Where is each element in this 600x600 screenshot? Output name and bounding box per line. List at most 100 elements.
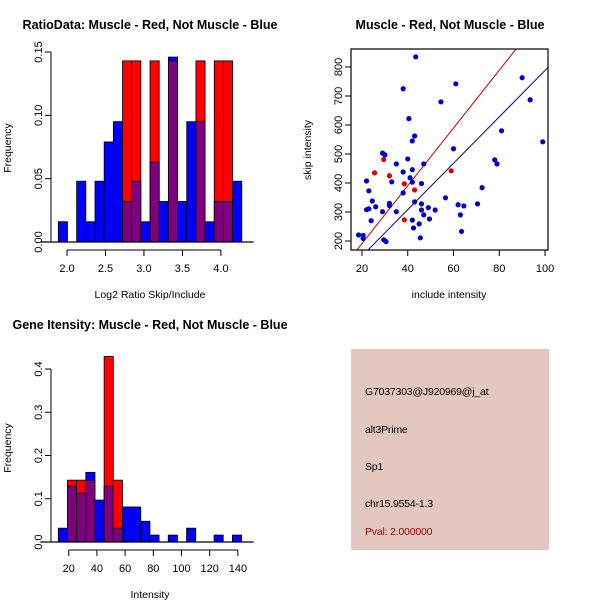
scatter-point-not-muscle: [417, 235, 423, 241]
scatter-point-not-muscle: [368, 218, 374, 224]
scatter-xlabel: include intensity: [412, 289, 487, 301]
scatter-point-muscle: [381, 156, 387, 163]
scatter-point-not-muscle: [455, 202, 461, 208]
y-tick-label: 0.1: [33, 491, 45, 506]
y-tick-label: 600: [333, 116, 345, 134]
histogram-bar-overlap: [213, 201, 224, 243]
scatter-point-not-muscle: [407, 175, 413, 181]
scatter-fit-lines: [356, 49, 548, 250]
scatter-point-not-muscle: [438, 99, 444, 105]
scatter-point-not-muscle: [421, 161, 427, 167]
histogram-bar: [232, 180, 243, 243]
scatter-point-not-muscle: [363, 178, 370, 184]
probe-info-panel: G7037303@J920969@j_at alt3Prime Sp1 chr1…: [351, 349, 549, 550]
x-tick-label: 60: [119, 563, 131, 575]
scatter-point-not-muscle: [426, 216, 433, 222]
histogram-bar: [177, 201, 188, 243]
scatter-point-not-muscle: [389, 179, 395, 185]
scatter-point-not-muscle: [409, 138, 415, 144]
gene-histogram-title: Gene Itensity: Muscle - Red, Not Muscle …: [12, 318, 287, 332]
x-tick-label: 100: [536, 263, 554, 275]
scatter-point-not-muscle: [409, 179, 415, 185]
scatter-point-not-muscle: [400, 169, 406, 175]
histogram-bar: [231, 534, 242, 543]
probe-id: G7037303@J920969@j_at: [365, 386, 489, 398]
x-tick-label: 4.0: [213, 263, 228, 275]
scatter-points: [355, 54, 546, 245]
scatter-point-not-muscle: [457, 212, 463, 218]
scatter-point-not-muscle: [393, 161, 399, 167]
histogram-bar: [122, 506, 133, 543]
scatter-point-not-muscle: [425, 205, 431, 211]
y-tick-label: 200: [333, 232, 345, 250]
scatter-point-not-muscle: [432, 207, 438, 213]
x-tick-label: 120: [201, 563, 219, 575]
scatter-point-muscle: [412, 187, 418, 193]
gene-histogram-xlabel: Intensity: [130, 589, 170, 600]
x-tick-label: 20: [356, 263, 368, 275]
histogram-bar: [103, 141, 114, 243]
scatter-ylabel: skip intensity: [302, 119, 314, 180]
x-tick-label: 20: [63, 563, 75, 575]
y-tick-label: 700: [333, 87, 345, 105]
red-fit-line: [356, 49, 517, 250]
scatter-point-not-muscle: [494, 161, 500, 167]
x-tick-label: 3.5: [175, 263, 190, 275]
gene-name: Sp1: [365, 461, 384, 473]
x-tick-label: 40: [402, 263, 414, 275]
histogram-bar-overlap: [122, 201, 133, 243]
histogram-bar: [94, 180, 105, 243]
scatter-point-not-muscle: [418, 207, 425, 213]
pval-text: Pval: 2.000000: [365, 526, 433, 538]
histogram-bar: [158, 201, 169, 243]
scatter-point-not-muscle: [366, 188, 372, 194]
y-tick-label: 0.05: [33, 168, 45, 189]
scatter-point-not-muscle: [442, 195, 449, 201]
scatter-point-not-muscle: [421, 212, 427, 218]
gene-histogram-ylabel: Frequency: [2, 422, 14, 472]
scatter-point-not-muscle: [405, 156, 411, 162]
histogram-bar: [213, 534, 224, 543]
scatter-point-not-muscle: [416, 221, 422, 227]
histogram-bar-overlap: [76, 492, 87, 543]
scatter-axes: 200 300 400 500 600 700 800 20 40 60 80 100: [333, 48, 554, 275]
scatter-point-not-muscle: [474, 201, 481, 207]
scatter-point-not-muscle: [461, 203, 467, 209]
scatter-point-not-muscle: [412, 133, 418, 139]
scatter-point-not-muscle: [400, 190, 406, 196]
plot-frame: [350, 48, 549, 251]
histogram-bar-overlap: [131, 180, 142, 243]
scatter-point-not-muscle: [409, 217, 415, 223]
histogram-bar: [131, 506, 142, 543]
scatter-point-muscle: [401, 217, 407, 223]
scatter-point-not-muscle: [360, 235, 366, 241]
histogram-bar: [186, 527, 197, 543]
histogram-bar-overlap: [103, 485, 114, 543]
x-tick-label: 3.0: [136, 263, 151, 275]
x-tick-label: 140: [229, 563, 247, 575]
y-tick-label: 800: [333, 58, 345, 76]
scatter-point-not-muscle: [413, 54, 419, 60]
scatter-point-not-muscle: [540, 139, 546, 145]
ratio-histogram-bars: [57, 56, 243, 243]
scatter-point-not-muscle: [383, 238, 389, 245]
x-tick-label: 60: [447, 263, 459, 275]
x-tick-label: 2.5: [98, 263, 113, 275]
histogram-bar: [57, 527, 68, 543]
scatter-point-not-muscle: [492, 157, 498, 163]
scatter-point-not-muscle: [373, 204, 379, 210]
histogram-bar-overlap: [149, 161, 160, 243]
histogram-bar: [204, 221, 215, 243]
scatter-point-not-muscle: [382, 152, 388, 158]
scatter-point-not-muscle: [453, 81, 459, 87]
gene-intensity-histogram: Gene Itensity: Muscle - Red, Not Muscle …: [2, 318, 288, 600]
x-tick-label: 100: [172, 563, 190, 575]
event-type: alt3Prime: [365, 424, 408, 436]
histogram-bar-overlap: [223, 201, 234, 243]
scatter-point-not-muscle: [369, 198, 375, 204]
histogram-bar-overlap: [167, 60, 178, 243]
y-tick-label: 0.00: [33, 231, 45, 252]
y-tick-label: 0.10: [33, 105, 45, 126]
blue-fit-line: [367, 67, 548, 250]
